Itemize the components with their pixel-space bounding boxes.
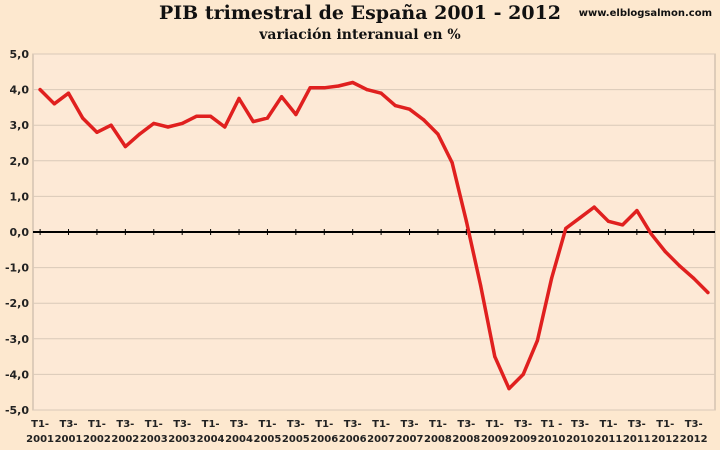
data-point [336, 84, 341, 88]
x-tick-label: T3-2003 [168, 419, 196, 445]
data-point [152, 121, 156, 126]
data-point [66, 91, 71, 95]
data-point [38, 88, 42, 92]
x-tick-label: T1-2004 [197, 419, 225, 445]
y-tick-label: -2,0 [5, 297, 29, 310]
data-point [535, 338, 539, 343]
data-point [521, 372, 525, 376]
x-tick-label: T1-2012 [651, 419, 679, 445]
data-point [265, 116, 270, 120]
data-point [578, 216, 582, 220]
data-point [507, 387, 511, 391]
data-point [308, 86, 312, 90]
data-point [621, 223, 625, 227]
data-point [450, 160, 454, 165]
y-tick-label: 0,0 [10, 226, 30, 239]
data-point [322, 86, 326, 90]
data-point [109, 123, 113, 127]
data-point [635, 209, 639, 213]
x-tick-label: T3-2010 [566, 419, 594, 445]
x-tick-label: T3-2011 [623, 419, 651, 445]
data-point [493, 355, 497, 359]
data-point [251, 120, 255, 124]
data-point [52, 102, 56, 106]
data-point [194, 114, 198, 118]
data-point [237, 96, 241, 101]
data-point [294, 112, 298, 117]
series-line-pib [38, 80, 710, 391]
y-tick-label: 4,0 [10, 84, 30, 97]
x-tick-label: T1-2002 [83, 419, 111, 445]
x-tick-label: T3-2001 [55, 419, 83, 445]
data-point [564, 226, 568, 231]
x-tick-label: T3-2012 [680, 419, 708, 445]
y-tick-label: 5,0 [10, 48, 30, 61]
data-point [137, 132, 142, 136]
data-point [166, 125, 170, 129]
data-point [592, 205, 596, 209]
data-point [407, 107, 412, 111]
data-point [436, 132, 440, 136]
y-axis: 5,0 4,0 3,0 2,0 1,0 0,0 -1,0 -2,0 -3,0 -4,0 -5,0 [5, 48, 29, 417]
y-tick-label: 1,0 [10, 190, 30, 203]
data-point [379, 91, 383, 95]
chart-title: PIB trimestral de España 2001 - 2012 [158, 2, 562, 24]
x-tick-label: T1-2008 [424, 419, 452, 445]
data-point [478, 283, 483, 287]
data-point [123, 144, 127, 149]
data-point [606, 219, 611, 223]
x-tick-label: T1-2003 [140, 419, 168, 445]
x-tick-label: T1-2006 [310, 419, 338, 445]
x-tick-label: T3-2002 [111, 419, 139, 445]
y-tick-label: -4,0 [5, 368, 29, 381]
data-point [692, 276, 696, 280]
data-point [677, 264, 682, 268]
data-point [209, 114, 213, 118]
data-point [365, 88, 369, 92]
data-point [180, 121, 184, 126]
data-point [81, 116, 85, 120]
x-tick-label: T3-2007 [396, 419, 424, 445]
x-tick-label: T3-2004 [225, 419, 253, 445]
data-point [280, 95, 284, 99]
data-point [663, 249, 667, 254]
data-point [550, 276, 554, 280]
x-tick-label: T1-2005 [254, 419, 282, 445]
x-tick-label: T1-2011 [595, 419, 623, 445]
x-tick-label: T3-2006 [339, 419, 367, 445]
x-tick-label: T1-2001 [26, 419, 54, 445]
y-tick-label: -1,0 [5, 262, 29, 275]
source-watermark: www.elblogsalmon.com [578, 8, 712, 19]
x-tick-label: T1-2007 [367, 419, 395, 445]
data-points [38, 80, 710, 391]
data-point [464, 219, 468, 223]
x-tick-label: T1-2009 [481, 419, 509, 445]
data-point [422, 118, 426, 122]
x-tick-label: T3-2008 [452, 419, 480, 445]
x-tick-label: T3-2009 [509, 419, 537, 445]
data-point [706, 290, 710, 295]
y-tick-label: 2,0 [10, 155, 30, 168]
x-tick-label: T3-2005 [282, 419, 310, 445]
data-point [351, 80, 355, 85]
y-tick-label: -5,0 [5, 404, 29, 417]
x-axis: T1-2001T3-2001T1-2002T3-2002T1-2003T3-20… [26, 229, 708, 445]
data-point [393, 104, 397, 108]
x-tick-label: T1 -2010 [538, 419, 566, 445]
data-point [649, 232, 653, 236]
y-tick-label: -3,0 [5, 333, 29, 346]
data-point [95, 130, 99, 134]
chart-subtitle: variación interanual en % [259, 27, 461, 43]
y-tick-label: 3,0 [10, 119, 30, 132]
data-point [223, 125, 227, 129]
